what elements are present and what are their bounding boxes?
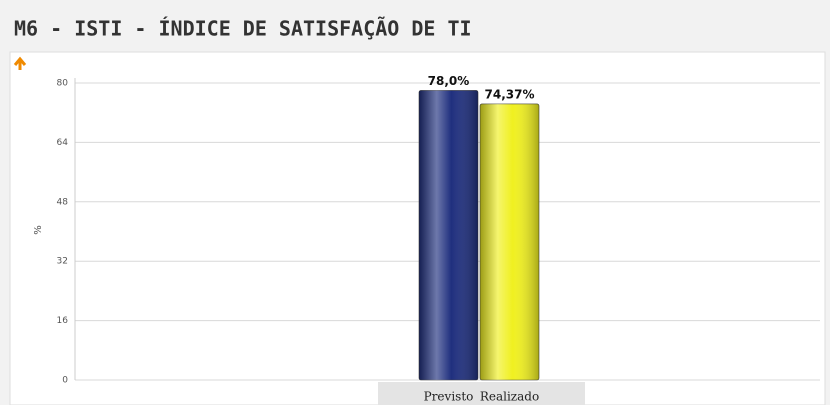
category-band [378,382,585,405]
x-tick-label: Previsto [424,390,474,404]
y-tick-label: 0 [62,376,68,386]
plot-panel [9,51,826,405]
y-tick-label: 32 [57,257,68,267]
x-tick-label: Realizado [480,390,539,404]
y-tick-label: 80 [57,79,69,89]
arrow-icon[interactable] [13,56,27,70]
y-tick-label: 48 [57,197,69,207]
chart-title: M6 - ISTI - ÍNDICE DE SATISFAÇÃO DE TI [14,17,472,41]
y-tick-label: 64 [57,138,69,148]
y-axis-label: % [33,225,44,235]
y-tick-label: 16 [57,316,69,326]
value-label: 74,37% [485,87,535,101]
bar-shine [419,90,478,381]
value-label: 78,0% [428,74,470,88]
bar-shine [480,103,539,381]
